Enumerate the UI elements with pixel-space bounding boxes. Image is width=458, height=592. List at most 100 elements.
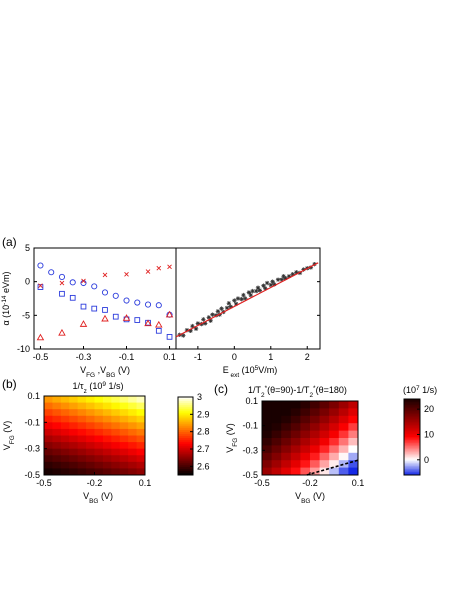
colorbar-cell bbox=[178, 402, 193, 406]
data-point-star bbox=[188, 328, 193, 334]
heatmap-cell bbox=[271, 423, 282, 431]
data-point-square bbox=[102, 307, 108, 313]
heatmap-cell bbox=[52, 442, 62, 450]
heatmap-cell bbox=[111, 435, 121, 443]
colorbar-cell bbox=[404, 426, 420, 429]
data-point-star bbox=[275, 277, 281, 282]
colorbar-cell bbox=[178, 451, 193, 454]
heatmap-cell bbox=[136, 442, 146, 450]
heatmap-cell bbox=[290, 460, 301, 468]
heatmap-cell bbox=[310, 445, 320, 454]
heatmap-cell bbox=[44, 435, 53, 443]
heatmap-cell bbox=[111, 409, 121, 417]
heatmap-cell bbox=[94, 461, 104, 469]
heatmap-cell bbox=[86, 455, 95, 463]
heatmap-cell bbox=[102, 428, 112, 436]
heatmap-cell bbox=[119, 422, 129, 430]
colorbar-cell bbox=[404, 455, 420, 458]
y-tick-label: -0.3 bbox=[24, 444, 40, 454]
data-point-square bbox=[166, 334, 173, 340]
x-tick-label: -0.2 bbox=[87, 478, 103, 488]
colorbar-cell bbox=[404, 450, 420, 453]
data-point-triangle bbox=[144, 319, 152, 327]
heatmap-cell bbox=[102, 468, 112, 476]
heatmap-cell bbox=[119, 461, 129, 469]
heatmap-cell bbox=[119, 402, 129, 410]
heatmap-cell bbox=[136, 402, 146, 410]
heatmap-cell bbox=[86, 428, 95, 436]
heatmap-cell bbox=[281, 408, 292, 417]
heatmap-cell bbox=[119, 396, 129, 403]
heatmap-cell bbox=[329, 408, 340, 417]
heatmap-cell bbox=[128, 422, 137, 430]
heatmap-cell bbox=[271, 401, 282, 409]
data-point-cross bbox=[102, 272, 108, 278]
heatmap-cell bbox=[300, 438, 311, 446]
colorbar-cell bbox=[404, 435, 420, 438]
y-tick-label: 5 bbox=[25, 243, 30, 253]
panel-a-right-plot: -1 0 1 2 E ext (105V/m) bbox=[175, 247, 321, 379]
y-tick-label: -0.1 bbox=[242, 421, 258, 431]
heatmap-cell bbox=[60, 422, 70, 430]
heatmap-cell bbox=[338, 423, 349, 431]
heatmap-cell bbox=[77, 442, 87, 450]
heatmap-cell bbox=[262, 401, 272, 409]
data-point-star bbox=[215, 309, 221, 314]
data-point-star bbox=[228, 304, 233, 309]
heatmap-cell bbox=[86, 442, 95, 450]
colorbar-cell bbox=[178, 467, 193, 470]
data-point-circle bbox=[101, 289, 109, 296]
colorbar-cell bbox=[178, 473, 193, 476]
heatmap-cell bbox=[69, 396, 79, 403]
colorbar-cell bbox=[404, 421, 420, 424]
heatmap-cell bbox=[86, 415, 95, 423]
x-tick-label: 0.1 bbox=[352, 478, 365, 488]
colorbar-cell bbox=[178, 422, 193, 425]
colorbar-cell bbox=[178, 443, 193, 447]
heatmap-cell bbox=[69, 415, 79, 423]
heatmap-cell bbox=[348, 445, 359, 454]
colorbar-cell bbox=[178, 457, 193, 460]
heatmap-cell bbox=[128, 435, 137, 443]
heatmap-cell bbox=[44, 402, 53, 410]
y-tick-label: 0.1 bbox=[245, 396, 258, 406]
heatmap-cell bbox=[136, 422, 146, 430]
data-point-triangle bbox=[36, 333, 45, 341]
colorbar-tick-label: 2.6 bbox=[197, 461, 210, 471]
heatmap-cell bbox=[281, 401, 292, 409]
panel-c-heatmap: -0.5 -0.2 0.1 0.1 -0.1 -0.3 -0.5 1/T2*(θ=90)-1/… bbox=[225, 385, 437, 505]
colorbar-cell bbox=[178, 430, 193, 433]
colorbar-cell bbox=[178, 463, 193, 466]
heatmap-cell bbox=[319, 452, 330, 461]
heatmap-cell bbox=[329, 445, 340, 454]
heatmap-cell bbox=[319, 467, 330, 476]
heatmap-cell bbox=[262, 423, 272, 431]
heatmap-cell bbox=[69, 435, 79, 443]
heatmap-cell bbox=[60, 396, 70, 403]
heatmap-cell bbox=[119, 468, 129, 476]
data-point-circle bbox=[58, 273, 66, 281]
colorbar-cell bbox=[178, 459, 193, 462]
data-point-star bbox=[281, 274, 286, 279]
colorbar-cell bbox=[178, 453, 193, 456]
panel-label-c: (c) bbox=[214, 382, 228, 396]
heatmap-cell bbox=[128, 448, 137, 456]
data-point-square bbox=[112, 313, 119, 320]
heatmap-cell bbox=[329, 438, 340, 446]
data-point-triangle bbox=[101, 314, 109, 322]
heatmap-cell bbox=[262, 438, 272, 446]
heatmap-cell bbox=[94, 442, 104, 450]
colorbar-cell bbox=[178, 445, 193, 449]
colorbar-cell bbox=[404, 403, 420, 406]
data-point-cross bbox=[145, 269, 151, 274]
data-point-star bbox=[208, 318, 213, 323]
data-point-star bbox=[201, 317, 206, 322]
heatmap-cell bbox=[69, 442, 79, 450]
x-tick-label: -0.1 bbox=[119, 352, 135, 362]
heatmap-cell bbox=[86, 409, 95, 417]
axes-frame bbox=[175, 247, 321, 350]
heatmap-cell bbox=[102, 396, 112, 403]
heatmap-cell bbox=[271, 438, 282, 446]
heatmap-cell bbox=[329, 423, 340, 431]
